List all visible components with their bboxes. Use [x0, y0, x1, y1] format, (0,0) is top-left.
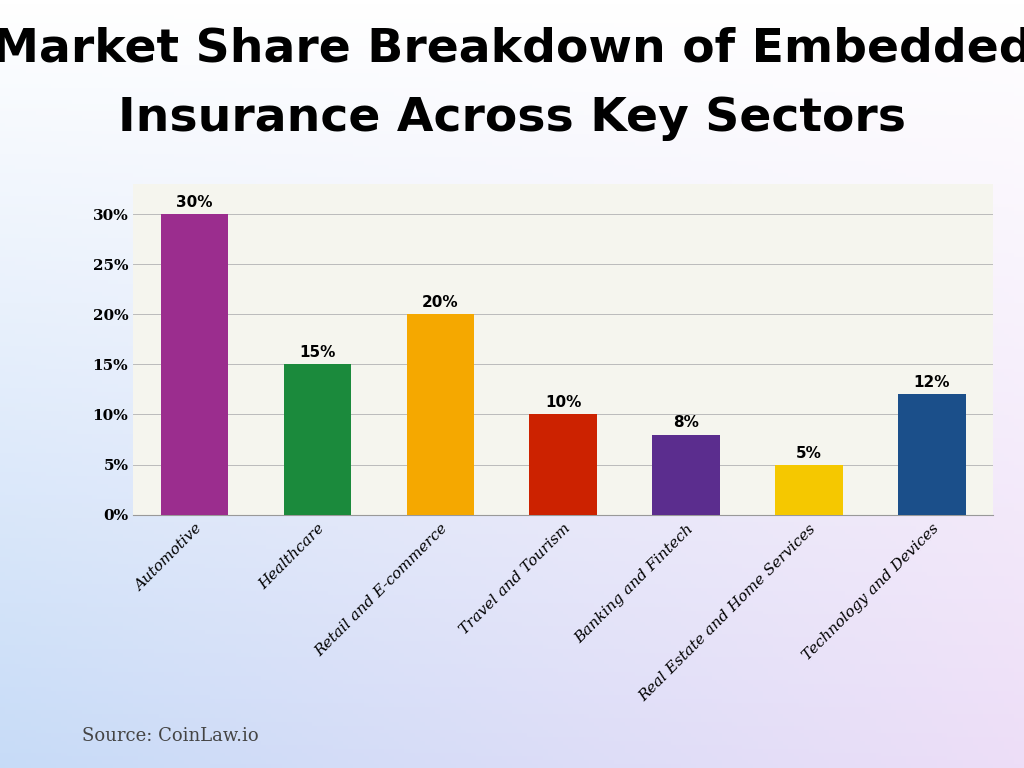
Text: 20%: 20%: [422, 296, 459, 310]
Bar: [161, 214, 228, 515]
Text: 8%: 8%: [673, 415, 699, 431]
Bar: [407, 314, 474, 515]
Text: 12%: 12%: [913, 376, 950, 390]
Text: Source: CoinLaw.io: Source: CoinLaw.io: [82, 727, 258, 745]
Text: 10%: 10%: [545, 396, 582, 410]
Bar: [898, 395, 966, 515]
Text: 5%: 5%: [796, 445, 822, 461]
Bar: [529, 415, 597, 515]
Bar: [284, 365, 351, 515]
Text: 15%: 15%: [299, 346, 336, 360]
Bar: [652, 435, 720, 515]
Bar: [775, 465, 843, 515]
Text: Insurance Across Key Sectors: Insurance Across Key Sectors: [118, 96, 906, 141]
Text: 30%: 30%: [176, 195, 213, 210]
Text: Market Share Breakdown of Embedded: Market Share Breakdown of Embedded: [0, 27, 1024, 72]
